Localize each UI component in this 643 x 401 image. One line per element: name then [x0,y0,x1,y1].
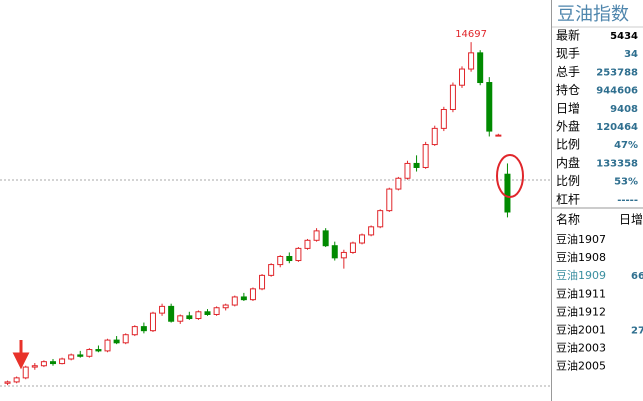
candle-body [59,358,66,365]
candle-body [213,307,220,315]
candle-body [186,315,193,320]
stat-label: 现手 [556,47,580,61]
candle-body [77,354,84,357]
candle-body [249,288,256,301]
candle-body [177,315,184,322]
list-header: 日增 [619,213,643,227]
arrow [12,340,30,370]
candle-body [22,366,29,379]
candle-body [131,326,138,336]
candle-body [386,188,393,212]
stat-label: 比例 [556,138,580,152]
highlight-circle [496,154,524,198]
candle-body [140,326,147,332]
candle-body [422,144,429,168]
stat-label: 日增 [556,101,580,115]
candle-body [331,245,338,259]
list-name: 豆油1909 [556,268,606,282]
candle-body [95,349,102,352]
list-name: 豆油1911 [556,286,606,300]
candle-body [477,52,484,84]
candle-body [368,226,375,236]
list-header: 名称 [556,212,580,227]
candle-body [295,247,302,262]
stat-value: 5434 [610,31,638,42]
stat-label: 内盘 [556,155,580,170]
candle-body [222,304,229,309]
list-name: 豆油2005 [556,359,606,373]
candle-body [68,354,75,360]
stat-value: 47% [614,140,638,151]
candle-body [286,255,293,262]
candle-body [431,127,438,146]
candle-body [404,162,411,179]
candle-body [4,381,11,384]
candle-body [395,177,402,190]
stat-value: 120464 [596,122,638,133]
candle-body [195,311,202,320]
candle-body [504,173,511,213]
candle-body [359,234,366,244]
candle-body [440,108,447,129]
stat-value: 53% [614,177,638,188]
candle-body [268,264,275,276]
candle-body [86,349,93,357]
list-name: 豆油1907 [556,232,606,246]
list-name: 豆油2003 [556,341,606,355]
stat-value: 253788 [596,67,638,78]
list-value: 27 [631,326,643,337]
stat-label: 比例 [556,174,580,188]
candle-body [486,82,493,132]
candle-body [304,239,311,249]
candle-body [413,162,420,168]
stat-label: 杠杆 [556,191,580,206]
candle-body [159,305,166,314]
stat-value: 34 [624,49,638,60]
list-name: 豆油1912 [556,304,606,318]
candle-body [104,339,111,352]
stat-value: 944606 [596,86,638,97]
list-name: 豆油2001 [556,323,606,337]
list-value: 66 [631,271,643,282]
candle-body [113,339,120,344]
candle-body [322,230,329,247]
candle-body [277,255,284,266]
stat-label: 外盘 [556,119,580,134]
stat-value: 9408 [610,104,638,115]
candle-body [377,210,384,228]
stat-value: 133358 [596,158,638,169]
candle-body [259,274,266,290]
candle-body [149,312,156,332]
high-label: 14697 [455,29,487,40]
candle-body [340,251,347,259]
candle-body [122,334,129,344]
list-name: 豆油1908 [556,250,606,264]
candle-body [459,68,466,86]
candle-body [313,230,320,241]
candle-body [49,361,56,365]
stat-label: 持仓 [556,82,580,97]
candle-body [240,296,247,301]
candle-body [231,296,238,306]
candle-body [13,377,20,383]
candle-body [40,361,47,367]
candle-body [168,305,175,322]
candle-body [204,311,211,315]
candle-body [31,365,38,368]
stat-value: ----- [617,195,638,206]
stat-label: 最新 [556,28,580,43]
candle-body [468,52,475,70]
panel-title: 豆油指数 [557,4,629,25]
panel: 最新 5434 现手 34 总手 253788 持仓 944606 日增 9408 外盘 120464… [556,28,643,373]
candle-body [349,242,356,253]
candle-body [495,134,502,137]
candle-body [449,84,456,110]
stat-label: 总手 [556,65,580,79]
candles: 14697 [4,29,511,386]
